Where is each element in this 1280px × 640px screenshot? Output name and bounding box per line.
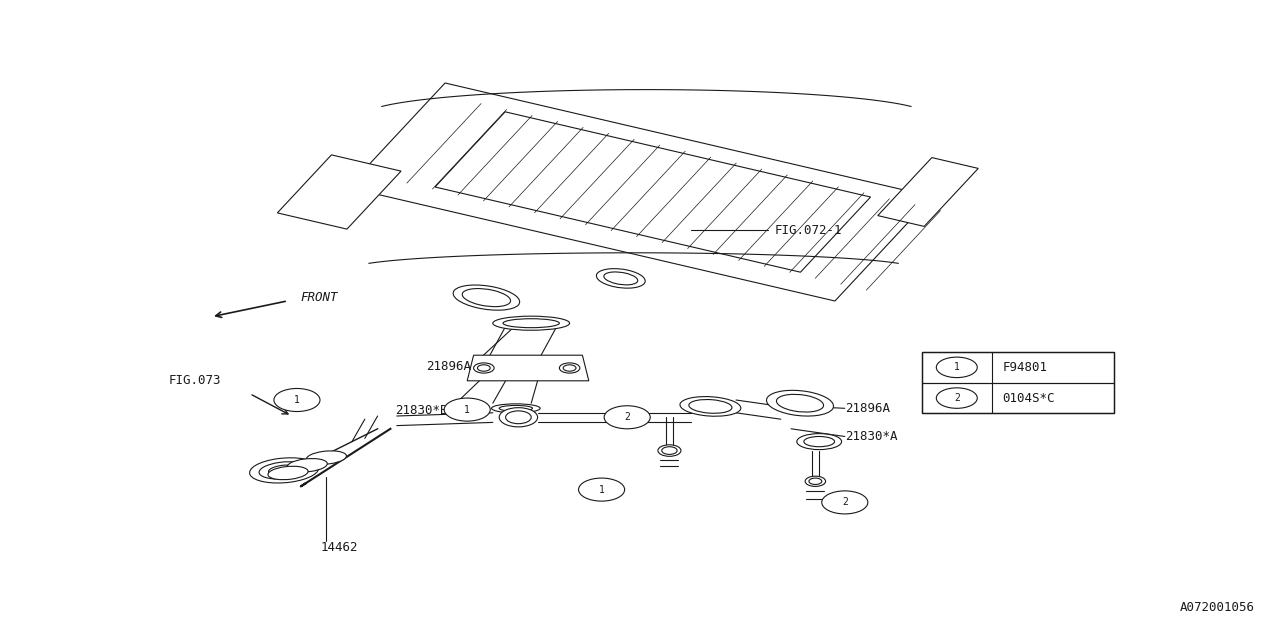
- Ellipse shape: [250, 458, 319, 483]
- Text: F94801: F94801: [1002, 361, 1047, 374]
- Bar: [922, 383, 1114, 413]
- Circle shape: [937, 357, 978, 378]
- Text: 2: 2: [842, 497, 847, 508]
- Circle shape: [579, 478, 625, 501]
- Bar: [922, 352, 1114, 413]
- Text: 21830*B: 21830*B: [396, 404, 448, 417]
- Bar: [922, 352, 1114, 383]
- Text: 1: 1: [599, 484, 604, 495]
- Text: 1: 1: [954, 362, 960, 372]
- Ellipse shape: [474, 363, 494, 373]
- Ellipse shape: [492, 404, 540, 413]
- Text: 2: 2: [625, 412, 630, 422]
- Text: 2: 2: [954, 393, 960, 403]
- Ellipse shape: [306, 451, 347, 465]
- Text: FRONT: FRONT: [301, 291, 338, 304]
- Text: 1: 1: [465, 404, 470, 415]
- Circle shape: [274, 388, 320, 412]
- Polygon shape: [278, 155, 401, 229]
- Circle shape: [604, 406, 650, 429]
- Ellipse shape: [493, 316, 570, 330]
- Text: 21896A: 21896A: [845, 402, 890, 415]
- Ellipse shape: [805, 476, 826, 486]
- Text: 0104S*C: 0104S*C: [1002, 392, 1055, 404]
- Circle shape: [937, 388, 978, 408]
- Ellipse shape: [499, 408, 538, 427]
- Circle shape: [444, 398, 490, 421]
- Text: FIG.073: FIG.073: [169, 374, 221, 387]
- Ellipse shape: [680, 397, 741, 416]
- Ellipse shape: [559, 363, 580, 373]
- Circle shape: [822, 491, 868, 514]
- Text: FIG.072-1: FIG.072-1: [774, 224, 842, 237]
- Ellipse shape: [796, 434, 842, 449]
- Polygon shape: [348, 83, 932, 301]
- Ellipse shape: [287, 458, 328, 472]
- Polygon shape: [467, 355, 589, 381]
- Text: 14462: 14462: [320, 541, 358, 554]
- Text: A072001056: A072001056: [1179, 602, 1254, 614]
- Ellipse shape: [268, 466, 308, 480]
- Polygon shape: [878, 157, 978, 227]
- Ellipse shape: [767, 390, 833, 416]
- Text: 21830*A: 21830*A: [845, 430, 897, 443]
- Polygon shape: [435, 112, 870, 272]
- Text: 21896A: 21896A: [426, 360, 471, 373]
- Ellipse shape: [596, 269, 645, 288]
- Ellipse shape: [658, 445, 681, 456]
- Text: 1: 1: [294, 395, 300, 405]
- Ellipse shape: [453, 285, 520, 310]
